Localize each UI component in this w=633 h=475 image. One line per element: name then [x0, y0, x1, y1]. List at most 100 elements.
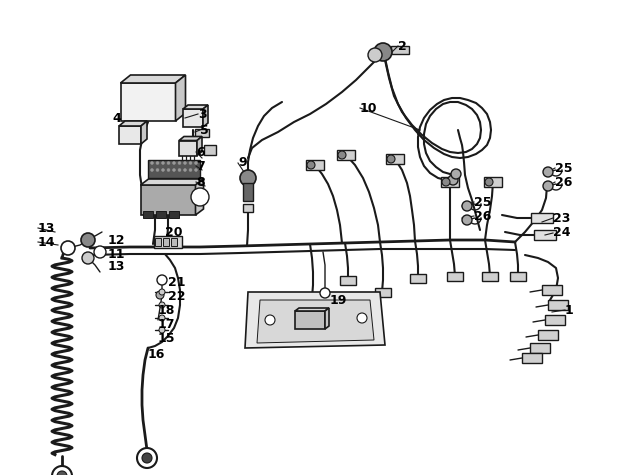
Circle shape	[442, 178, 450, 186]
Circle shape	[142, 453, 152, 463]
Text: 26: 26	[474, 209, 491, 222]
Polygon shape	[340, 276, 356, 285]
Text: 10: 10	[360, 102, 377, 114]
Polygon shape	[183, 109, 203, 127]
Circle shape	[159, 289, 165, 295]
Circle shape	[161, 162, 165, 164]
Circle shape	[194, 169, 197, 171]
Text: 8: 8	[196, 175, 204, 189]
Circle shape	[368, 48, 382, 62]
Circle shape	[387, 155, 395, 163]
Text: 19: 19	[330, 294, 348, 306]
Polygon shape	[538, 330, 558, 340]
Polygon shape	[295, 311, 325, 329]
Polygon shape	[510, 272, 526, 281]
Polygon shape	[179, 136, 202, 141]
Circle shape	[184, 162, 187, 164]
Polygon shape	[325, 308, 329, 329]
Text: 25: 25	[474, 196, 491, 209]
Text: 22: 22	[168, 289, 185, 303]
Polygon shape	[196, 179, 203, 215]
Text: 13: 13	[108, 259, 125, 273]
Text: 21: 21	[168, 276, 185, 288]
Text: 25: 25	[555, 162, 572, 174]
Circle shape	[448, 175, 458, 185]
Circle shape	[157, 275, 167, 285]
Text: 2: 2	[398, 39, 407, 53]
Polygon shape	[119, 126, 141, 144]
Text: 14: 14	[38, 236, 56, 248]
Circle shape	[485, 178, 493, 186]
Polygon shape	[257, 300, 374, 343]
Polygon shape	[410, 274, 426, 283]
Circle shape	[265, 315, 275, 325]
Circle shape	[307, 161, 315, 169]
Polygon shape	[337, 150, 355, 160]
Circle shape	[156, 169, 159, 171]
Text: 7: 7	[196, 160, 204, 172]
Polygon shape	[203, 105, 208, 127]
Text: 17: 17	[158, 319, 175, 332]
Circle shape	[161, 169, 165, 171]
Circle shape	[57, 471, 67, 475]
Text: 11: 11	[108, 247, 125, 260]
Text: 23: 23	[553, 211, 570, 225]
Circle shape	[189, 169, 192, 171]
Circle shape	[137, 448, 157, 468]
Polygon shape	[120, 83, 175, 121]
Polygon shape	[243, 204, 253, 212]
Polygon shape	[175, 75, 185, 121]
Polygon shape	[143, 210, 153, 218]
Polygon shape	[522, 353, 542, 363]
Circle shape	[61, 241, 75, 255]
Polygon shape	[305, 294, 321, 303]
Circle shape	[184, 169, 187, 171]
Circle shape	[374, 43, 392, 61]
Circle shape	[357, 313, 367, 323]
Polygon shape	[154, 236, 182, 248]
Polygon shape	[441, 177, 459, 187]
Polygon shape	[148, 160, 200, 178]
Polygon shape	[306, 160, 324, 170]
Circle shape	[178, 169, 181, 171]
Polygon shape	[245, 292, 385, 348]
Polygon shape	[179, 141, 197, 155]
Circle shape	[81, 233, 95, 247]
Text: 5: 5	[200, 124, 209, 136]
Circle shape	[451, 169, 461, 179]
Circle shape	[462, 215, 472, 225]
Circle shape	[94, 246, 106, 258]
Circle shape	[178, 162, 181, 164]
Circle shape	[82, 252, 94, 264]
Circle shape	[194, 162, 197, 164]
Polygon shape	[163, 238, 169, 246]
Circle shape	[543, 167, 553, 177]
Circle shape	[159, 327, 165, 333]
Polygon shape	[545, 315, 565, 325]
Text: 18: 18	[158, 304, 175, 317]
Text: 6: 6	[196, 145, 204, 159]
Polygon shape	[243, 183, 253, 201]
Circle shape	[159, 315, 165, 321]
Polygon shape	[195, 129, 209, 137]
Text: 15: 15	[158, 332, 175, 344]
Text: 26: 26	[555, 175, 572, 189]
Text: 12: 12	[108, 234, 125, 247]
Circle shape	[151, 162, 153, 164]
Circle shape	[191, 188, 209, 206]
Circle shape	[167, 169, 170, 171]
Text: 20: 20	[165, 226, 182, 238]
Circle shape	[151, 169, 153, 171]
Polygon shape	[155, 238, 161, 246]
Circle shape	[52, 466, 72, 475]
Polygon shape	[141, 185, 196, 215]
Polygon shape	[169, 210, 179, 218]
Circle shape	[167, 162, 170, 164]
Text: 13: 13	[38, 221, 55, 235]
Polygon shape	[295, 308, 329, 311]
Polygon shape	[141, 179, 203, 185]
Polygon shape	[548, 300, 568, 310]
Circle shape	[543, 181, 553, 191]
Polygon shape	[386, 154, 404, 164]
Polygon shape	[391, 46, 409, 54]
